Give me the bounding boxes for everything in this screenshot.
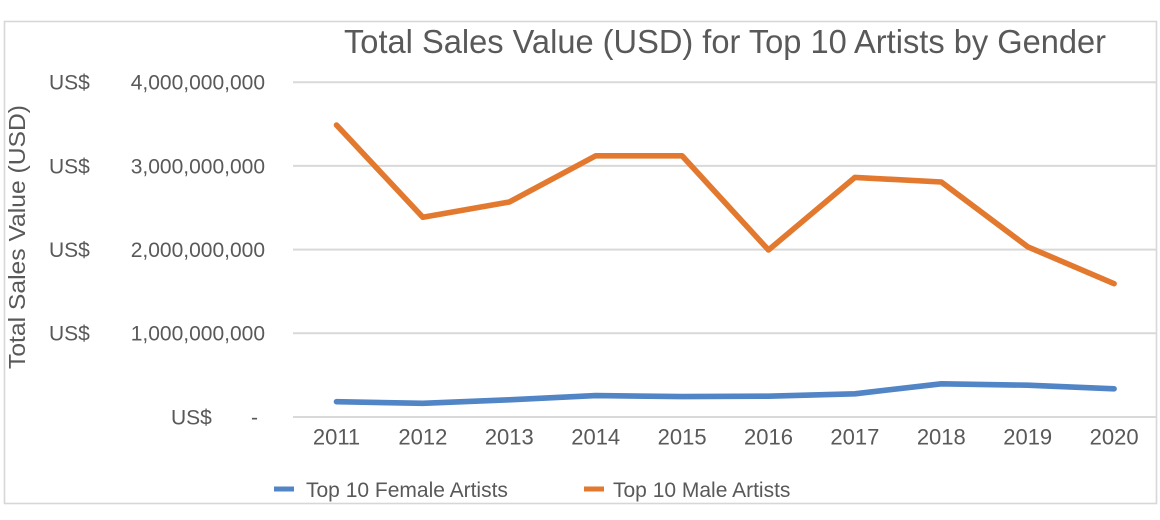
svg-text:Top 10 Male Artists: Top 10 Male Artists bbox=[613, 479, 790, 502]
svg-text:2020: 2020 bbox=[1090, 425, 1139, 450]
svg-text:2019: 2019 bbox=[1003, 425, 1052, 450]
svg-text:US$: US$ bbox=[49, 155, 90, 178]
svg-text:Total Sales Value (USD): Total Sales Value (USD) bbox=[4, 105, 30, 369]
svg-text:US$: US$ bbox=[49, 72, 90, 95]
svg-text:2,000,000,000: 2,000,000,000 bbox=[131, 239, 265, 262]
svg-text:3,000,000,000: 3,000,000,000 bbox=[131, 155, 265, 178]
svg-text:2015: 2015 bbox=[658, 425, 707, 450]
svg-text:2012: 2012 bbox=[398, 425, 447, 450]
svg-text:2016: 2016 bbox=[744, 425, 793, 450]
svg-text:4,000,000,000: 4,000,000,000 bbox=[131, 72, 265, 95]
svg-text:2014: 2014 bbox=[571, 425, 620, 450]
svg-text:US$: US$ bbox=[49, 239, 90, 262]
svg-text:US$: US$ bbox=[171, 406, 212, 429]
svg-text:1,000,000,000: 1,000,000,000 bbox=[131, 323, 265, 346]
svg-text:2017: 2017 bbox=[830, 425, 879, 450]
svg-text:2018: 2018 bbox=[917, 425, 966, 450]
svg-text:Top 10 Female Artists: Top 10 Female Artists bbox=[306, 479, 508, 502]
svg-text:Total Sales Value (USD) for To: Total Sales Value (USD) for Top 10 Artis… bbox=[344, 23, 1106, 60]
svg-text:2013: 2013 bbox=[485, 425, 534, 450]
svg-text:2011: 2011 bbox=[313, 425, 360, 450]
svg-text:US$: US$ bbox=[49, 323, 90, 346]
svg-text:-: - bbox=[251, 406, 258, 429]
